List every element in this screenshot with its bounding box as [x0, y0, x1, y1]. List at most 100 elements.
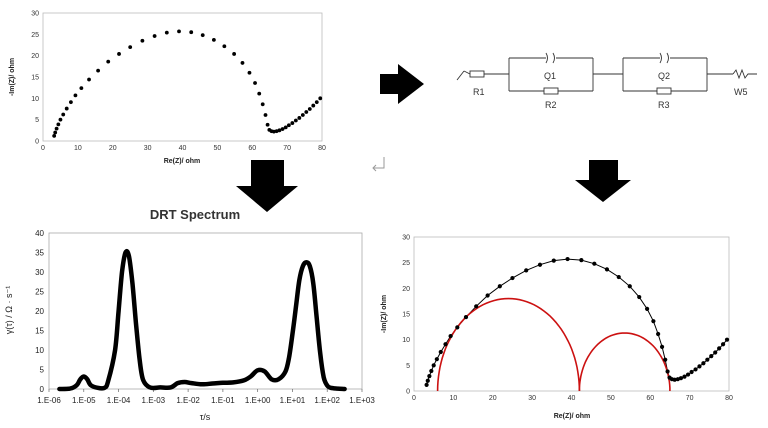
data-point — [678, 376, 684, 381]
data-point — [222, 44, 227, 49]
drt-xtick: 1.E-03 — [142, 396, 166, 405]
nyquist-top-xlabel: Re(Z)/ ohm — [164, 158, 201, 165]
data-point — [424, 382, 429, 387]
nyquist-top-ytick: 0 — [35, 139, 39, 146]
data-point — [189, 30, 194, 35]
nyquist-top-ytick: 5 — [35, 117, 39, 124]
data-point — [297, 116, 302, 120]
nyquist-top-xtick: 0 — [41, 145, 45, 152]
data-point — [463, 314, 469, 320]
nyquist-fit-xtick: 0 — [412, 395, 416, 402]
nyquist-fit-ytick: 15 — [402, 312, 410, 319]
data-point — [616, 274, 621, 280]
nyquist-fit-ytick: 30 — [402, 235, 410, 242]
data-point — [271, 129, 276, 134]
drt-xtick: 1.E+02 — [314, 396, 340, 405]
data-point — [427, 374, 432, 379]
nyquist-top-ytick: 10 — [31, 96, 39, 103]
data-point — [253, 81, 257, 85]
data-point — [257, 91, 262, 96]
fit-semicircle-2 — [578, 332, 671, 391]
drt-ytick: 40 — [35, 229, 44, 238]
data-point — [58, 117, 63, 122]
nyquist-fit-xtick: 30 — [528, 395, 536, 402]
data-point — [701, 361, 706, 366]
data-point — [164, 30, 169, 35]
data-point — [106, 59, 111, 64]
data-point — [311, 103, 316, 108]
data-point — [429, 368, 434, 374]
drt-xtick: 1.E-06 — [37, 396, 61, 405]
label-r3: R3 — [658, 100, 670, 110]
data-point — [665, 369, 670, 374]
data-point — [431, 363, 436, 368]
drt-frame — [48, 232, 363, 390]
data-point — [709, 353, 714, 359]
drt-xtick: 1.E-02 — [176, 396, 200, 405]
data-point — [240, 61, 245, 65]
drt-ytick: 5 — [40, 366, 45, 375]
data-point — [87, 77, 91, 82]
drt-ytick: 20 — [35, 307, 44, 316]
nyquist-fit-xlabel: Re(Z)/ ohm — [554, 413, 591, 420]
nyquist-fit-ylabel: -Im(Z)/ ohm — [381, 295, 388, 333]
drt-chart: DRT Spectrum 1.E-06 1.E-05 1.E-04 1.E-03 1.E… — [4, 207, 375, 422]
data-point — [307, 107, 312, 111]
drt-ylabel: γ(τ) / Ω · s⁻¹ — [4, 286, 14, 335]
data-point — [693, 367, 698, 372]
nyquist-top-xtick: 80 — [318, 145, 326, 152]
data-point — [474, 304, 479, 309]
data-point — [551, 258, 556, 263]
nyquist-top-ytick: 20 — [31, 53, 39, 60]
drt-xtick: 1.E-01 — [211, 396, 235, 405]
data-point — [64, 106, 69, 111]
data-point — [304, 110, 309, 114]
data-point — [485, 293, 490, 298]
data-point — [211, 37, 216, 42]
drt-ytick: 15 — [35, 327, 44, 336]
data-point — [685, 372, 691, 377]
data-point — [434, 357, 439, 362]
warburg-w5 — [732, 68, 757, 80]
data-point — [682, 374, 687, 379]
nyquist-top-ylabel: -Im(Z)/ ohm — [9, 58, 16, 96]
data-point — [592, 261, 597, 266]
data-point — [54, 126, 59, 131]
drt-ytick: 10 — [35, 346, 44, 355]
resistor-r2 — [543, 87, 559, 95]
data-point — [96, 68, 101, 73]
data-point — [438, 349, 443, 355]
nyquist-top-ytick: 25 — [31, 32, 39, 39]
data-point — [52, 133, 57, 138]
resistor-r3 — [656, 87, 672, 95]
nyquist-fit-xtick: 40 — [568, 395, 576, 402]
data-point — [697, 364, 702, 369]
return-arrow-icon — [372, 157, 385, 172]
data-point — [300, 113, 305, 117]
equivalent-circuit — [456, 52, 757, 95]
drt-ytick: 35 — [35, 249, 44, 258]
data-point — [280, 127, 285, 131]
nyquist-top-xtick: 20 — [109, 145, 117, 152]
nyquist-top-chart: 0 10 20 30 40 50 60 70 80 0 5 10 15 20 25 30 Re(Z)/ oh… — [9, 11, 326, 166]
drt-xtick: 1.E+03 — [349, 396, 375, 405]
data-point — [290, 121, 295, 125]
data-point — [177, 29, 181, 34]
label-r1: R1 — [473, 87, 485, 97]
circuit-lead-left — [456, 70, 465, 81]
nyquist-fit-xtick: 20 — [489, 395, 497, 402]
nyquist-fit-ytick: 5 — [406, 363, 410, 370]
data-point — [314, 100, 319, 105]
drt-xtick: 1.E+00 — [245, 396, 271, 405]
data-point — [318, 96, 323, 101]
data-point — [69, 100, 73, 105]
data-point — [448, 333, 453, 339]
data-point — [286, 123, 291, 128]
nyquist-fit-xtick: 60 — [646, 395, 654, 402]
drt-xtick: 1.E-04 — [107, 396, 131, 405]
data-point — [713, 350, 718, 355]
nyquist-top-xtick: 50 — [213, 145, 221, 152]
cpe-q2-left — [659, 52, 662, 64]
nyquist-fit-ytick: 25 — [402, 260, 410, 267]
drt-title: DRT Spectrum — [150, 207, 240, 222]
